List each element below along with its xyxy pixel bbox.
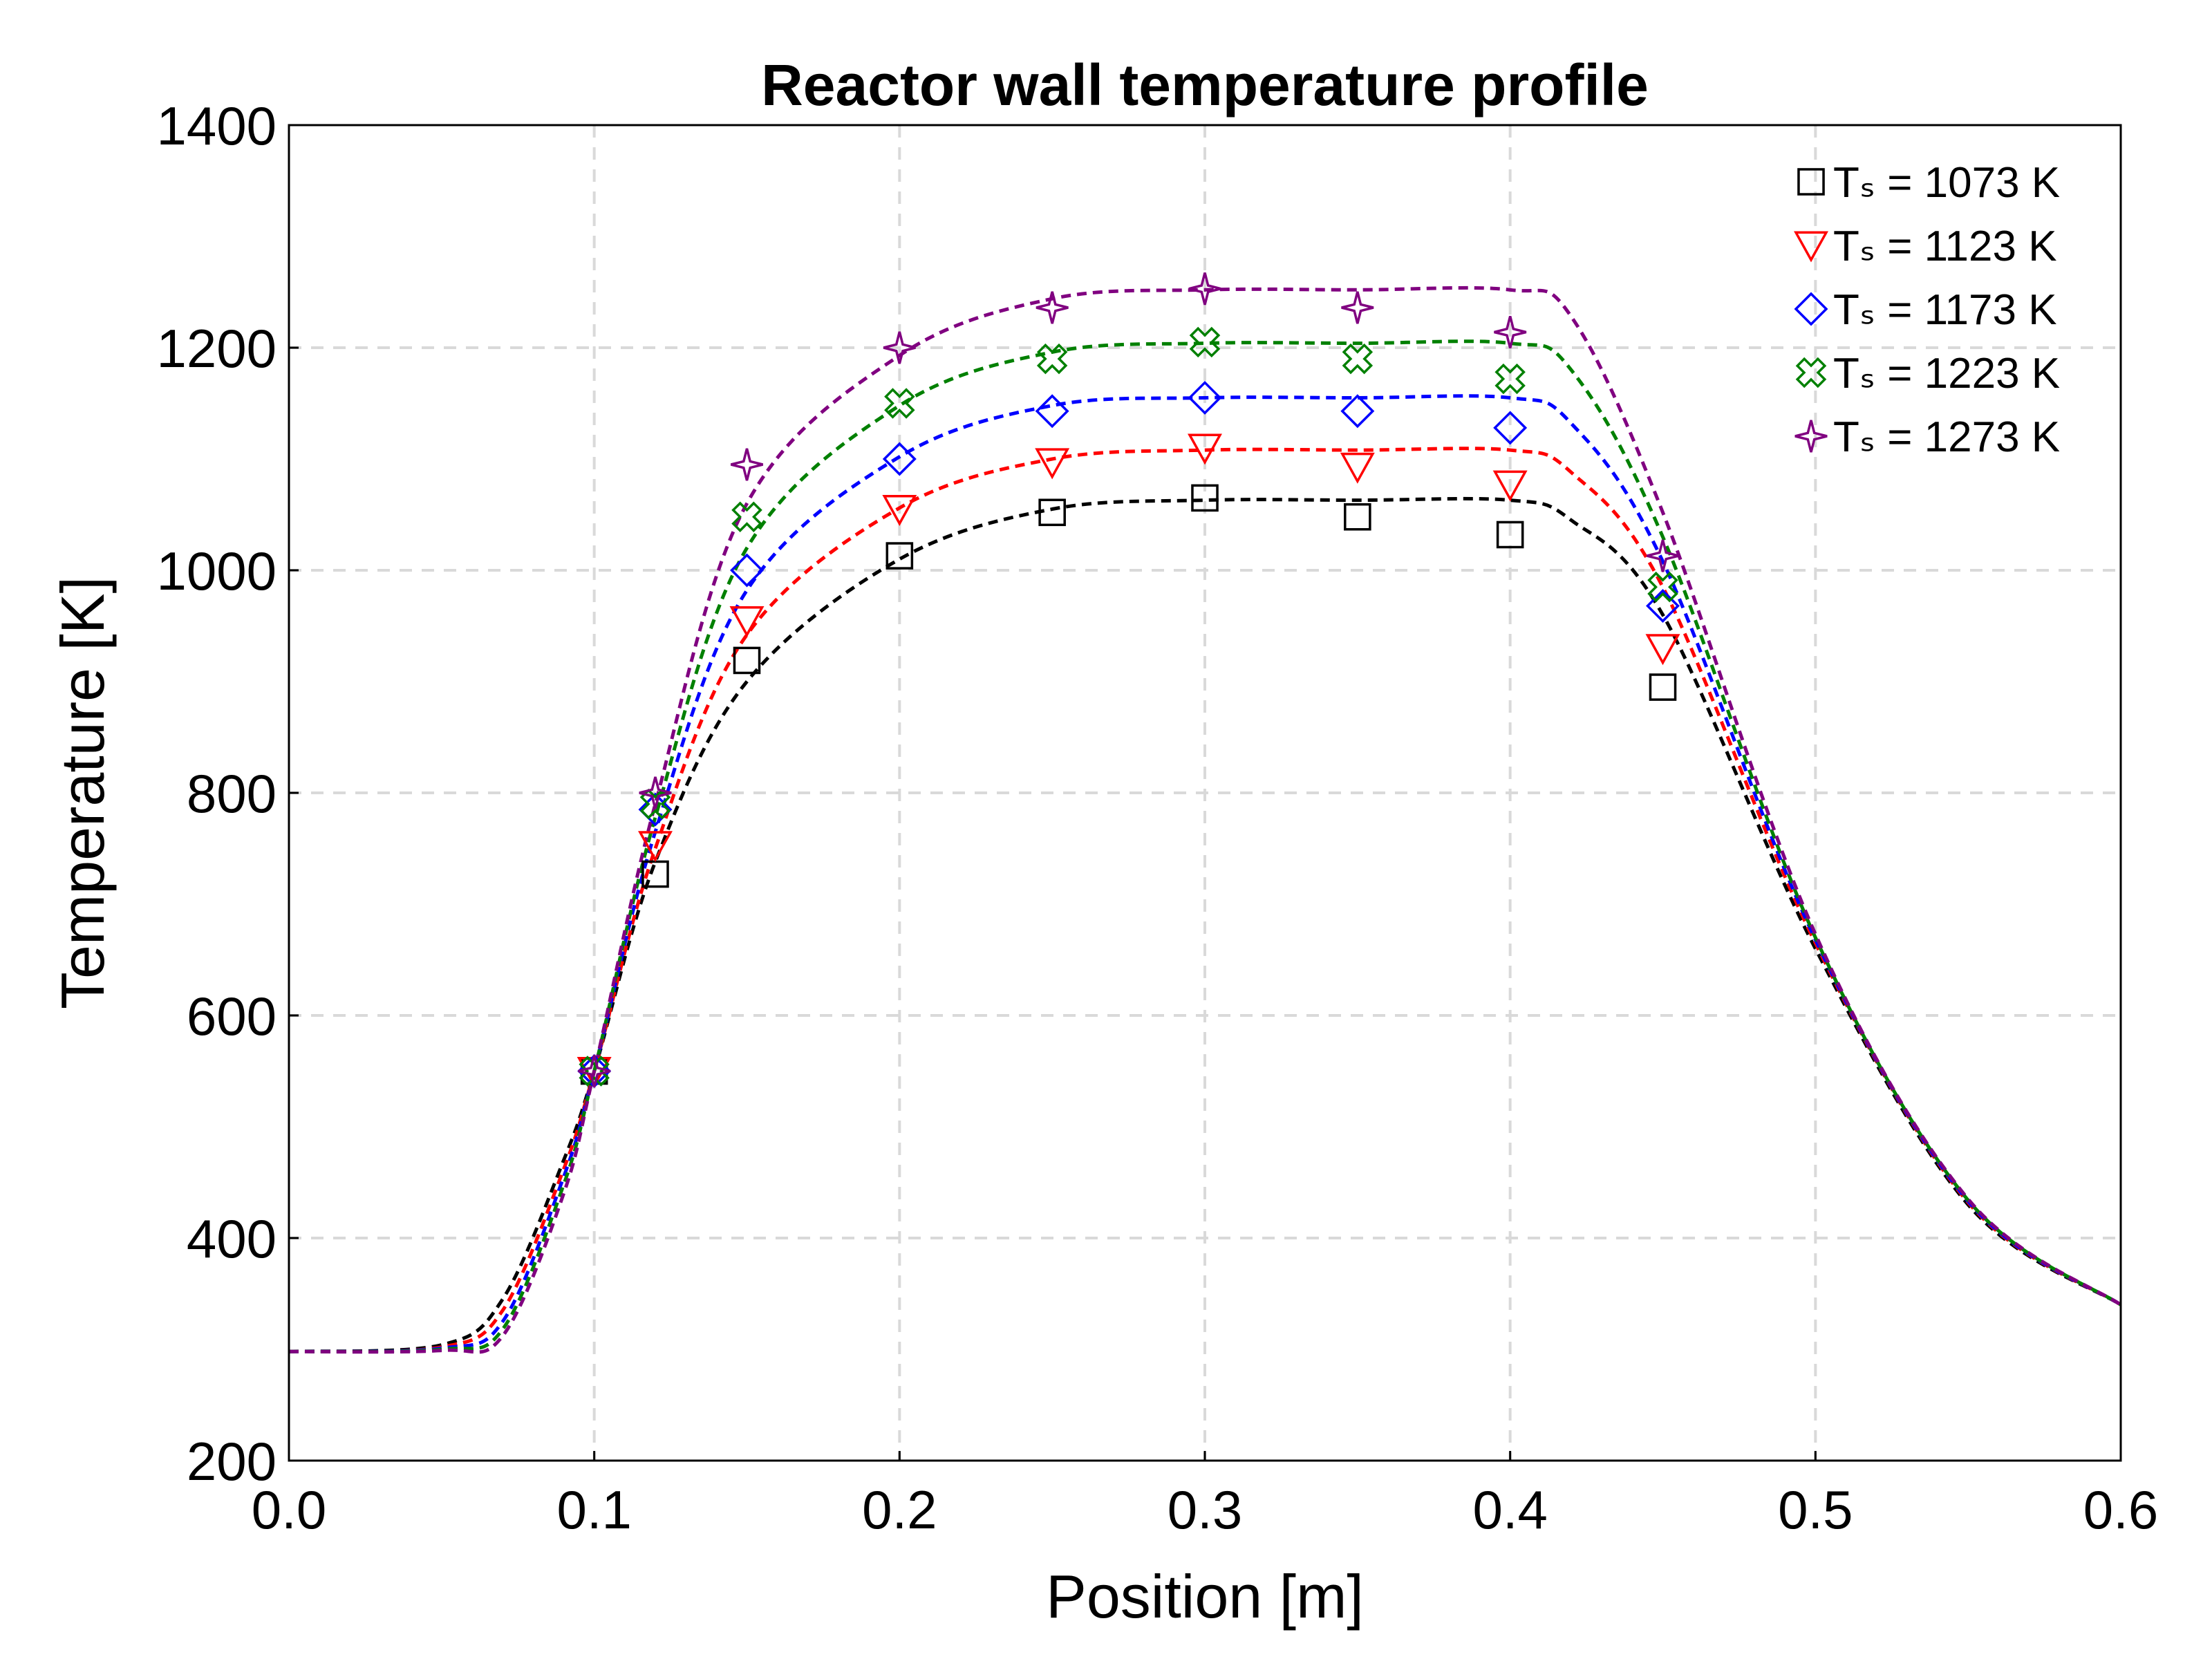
series-2-point xyxy=(1492,470,1528,502)
legend: Tₛ = 1073 K Tₛ = 1123 K Tₛ = 1173 K Tₛ = 12… xyxy=(1794,159,2060,461)
legend-marker-1 xyxy=(1797,168,1825,196)
series-line-3 xyxy=(288,394,2122,1353)
legend-label-2: Tₛ = 1123 K xyxy=(1833,223,2057,270)
series-2-point xyxy=(1340,452,1375,484)
series-5-point xyxy=(883,331,916,364)
chart-title: Reactor wall temperature profile xyxy=(761,53,1649,118)
series-line-2 xyxy=(288,447,2122,1353)
legend-label-3: Tₛ = 1173 K xyxy=(1833,286,2057,334)
series-2-point xyxy=(1188,433,1222,465)
series-1-point xyxy=(1496,521,1524,549)
series-line-1 xyxy=(288,496,2122,1353)
series-3-point xyxy=(1188,380,1222,415)
x-axis-label: Position [m] xyxy=(1046,1562,1364,1631)
x-tick-label: 0.0 xyxy=(252,1479,326,1540)
series-1-point xyxy=(1191,484,1219,512)
legend-marker-4 xyxy=(1795,357,1827,388)
series-3-point xyxy=(1646,589,1680,623)
series-5-point xyxy=(1494,315,1527,349)
series-4-point xyxy=(639,788,671,820)
series-line-5 xyxy=(288,285,2122,1354)
y-tick-label: 400 xyxy=(187,1208,276,1269)
series-4-point xyxy=(731,501,762,532)
x-tick-label: 0.1 xyxy=(556,1479,631,1540)
legend-label-5: Tₛ = 1273 K xyxy=(1833,413,2060,461)
series-1-point xyxy=(1649,673,1677,701)
series-5-point xyxy=(639,776,672,809)
x-tick-label: 0.4 xyxy=(1472,1479,1547,1540)
x-tick-label: 0.3 xyxy=(1168,1479,1242,1540)
y-tick-label: 200 xyxy=(187,1431,276,1492)
series-2-point xyxy=(1645,634,1680,666)
series-4-point xyxy=(1647,571,1678,603)
series-4-point xyxy=(1189,326,1221,358)
series-4-point xyxy=(884,388,915,419)
series-1-point xyxy=(1344,503,1371,531)
series-3-point xyxy=(1340,394,1375,429)
y-tick-label: 1000 xyxy=(156,541,276,601)
series-5-point xyxy=(730,448,764,481)
series-3-point xyxy=(1493,411,1528,445)
series-1-point xyxy=(885,542,914,570)
legend-marker-2 xyxy=(1794,231,1828,263)
y-tick-label: 600 xyxy=(187,986,276,1047)
legend-marker-5 xyxy=(1794,420,1828,453)
series-5-point xyxy=(578,1054,611,1088)
series-5-point xyxy=(1646,539,1680,572)
series-5-point xyxy=(1341,291,1374,324)
series-2-point xyxy=(729,606,765,637)
x-tick-label: 0.5 xyxy=(1778,1479,1853,1540)
series-markers xyxy=(577,272,1680,1089)
series-2-point xyxy=(1035,448,1070,480)
series-3-point xyxy=(1035,394,1069,429)
x-axis-ticks: 0.0 0.1 0.2 0.3 0.4 0.5 0.6 xyxy=(252,1451,2158,1540)
series-3-point xyxy=(638,792,673,827)
legend-label-1: Tₛ = 1073 K xyxy=(1833,159,2060,207)
x-tick-label: 0.6 xyxy=(2083,1479,2158,1540)
series-3-point xyxy=(730,553,764,588)
y-axis-ticks: 200 400 600 800 1000 1200 1400 xyxy=(156,95,299,1492)
series-4-point xyxy=(1342,343,1374,375)
y-tick-label: 800 xyxy=(187,763,276,824)
y-tick-label: 1400 xyxy=(156,95,276,156)
series-3-point xyxy=(882,442,917,476)
series-1-point xyxy=(1038,498,1066,527)
legend-label-4: Tₛ = 1223 K xyxy=(1833,350,2060,397)
series-2-point xyxy=(638,831,673,863)
series-4-point xyxy=(579,1056,610,1087)
series-4-point xyxy=(1494,363,1526,395)
series-curves xyxy=(288,285,2122,1354)
series-5-point xyxy=(1188,272,1221,306)
series-2-point xyxy=(882,495,917,526)
x-tick-label: 0.2 xyxy=(862,1479,937,1540)
series-1-point xyxy=(733,646,761,675)
legend-marker-3 xyxy=(1794,292,1828,326)
series-5-point xyxy=(1035,291,1069,324)
y-tick-label: 1200 xyxy=(156,318,276,379)
y-axis-label: Temperature [K] xyxy=(48,577,117,1009)
series-line-4 xyxy=(288,339,2122,1353)
series-4-point xyxy=(1036,343,1068,375)
